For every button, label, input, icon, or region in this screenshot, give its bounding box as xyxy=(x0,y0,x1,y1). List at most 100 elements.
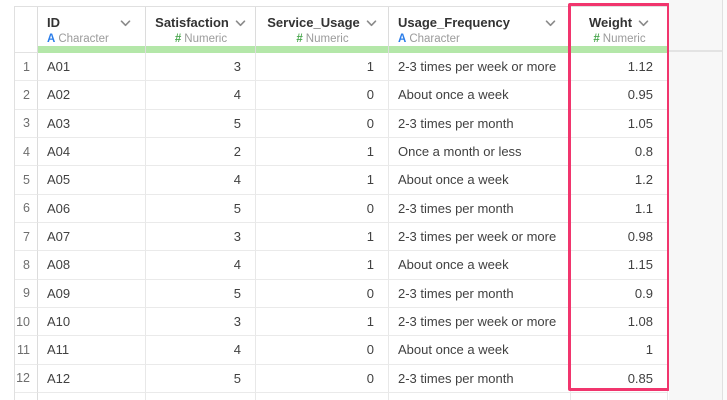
table-body: 1 A01 3 1 2-3 times per week or more 1.12 2 A02… xyxy=(15,53,668,400)
table-cell: 0 xyxy=(256,364,389,393)
column-header-satisfaction[interactable]: Satisfaction # Numeric xyxy=(146,7,256,53)
table-cell: A05 xyxy=(38,166,146,195)
chevron-down-icon[interactable] xyxy=(120,19,131,27)
table-cell: A03 xyxy=(38,109,146,138)
table-cell: 0.9 xyxy=(571,279,668,308)
right-edge-divider xyxy=(722,0,723,400)
table-cell: 1.15 xyxy=(571,251,668,280)
table-cell: 5 xyxy=(146,279,256,308)
table-cell: 1 xyxy=(571,336,668,365)
table-cell: 2 xyxy=(146,137,256,167)
row-number: 7 xyxy=(15,222,38,252)
header-underline-bar xyxy=(146,46,255,53)
row-number-header xyxy=(15,7,38,53)
table-cell: 3 xyxy=(146,307,256,337)
table-cell: 1.08 xyxy=(571,307,668,337)
numeric-type-icon: # xyxy=(296,33,303,45)
table-cell: 2-3 times per month xyxy=(389,364,571,393)
table-cell: 1.05 xyxy=(571,109,668,138)
table-cell: 1 xyxy=(256,251,389,280)
character-type-icon: A xyxy=(398,33,407,45)
table-cell: 0 xyxy=(256,81,389,110)
table-row: 1 A01 3 1 2-3 times per week or more 1.12 xyxy=(15,53,668,82)
table-cell xyxy=(571,392,668,400)
table-row: 8 A08 4 1 About once a week 1.15 xyxy=(15,251,668,280)
table-cell: 4 xyxy=(146,251,256,280)
header-divider-extension xyxy=(669,50,727,52)
table-cell: 2-3 times per month xyxy=(389,194,571,223)
column-name: Weight xyxy=(588,15,633,30)
table-cell: 0.95 xyxy=(571,81,668,110)
chevron-down-icon[interactable] xyxy=(545,19,556,27)
table-header-row: ID A Character Satisfaction # Numeric Service_… xyxy=(15,7,668,53)
table-cell: 0 xyxy=(256,194,389,223)
table-cell: A06 xyxy=(38,194,146,223)
table-cell: About once a week xyxy=(389,81,571,110)
table-cell: 2-3 times per month xyxy=(389,109,571,138)
column-header-service_usage[interactable]: Service_Usage # Numeric xyxy=(256,7,389,53)
table-row: 9 A09 5 0 2-3 times per month 0.9 xyxy=(15,279,668,308)
table-cell: 3 xyxy=(146,222,256,252)
column-type-label: Character xyxy=(58,33,109,45)
table-cell: About once a week xyxy=(389,251,571,280)
column-name: Satisfaction xyxy=(155,15,229,30)
column-type-label: Numeric xyxy=(305,33,349,45)
table-row: 6 A06 5 0 2-3 times per month 1.1 xyxy=(15,194,668,223)
row-number: 12 xyxy=(15,364,38,393)
table-cell: 4 xyxy=(146,81,256,110)
header-underline-bar xyxy=(256,46,388,53)
column-type-label: Numeric xyxy=(602,33,646,45)
row-number: 2 xyxy=(15,81,38,110)
numeric-type-icon: # xyxy=(593,33,600,45)
table-cell: A10 xyxy=(38,307,146,337)
row-number: 4 xyxy=(15,137,38,167)
table-cell: 4 xyxy=(146,166,256,195)
chevron-down-icon[interactable] xyxy=(366,19,377,27)
table-cell: 1.12 xyxy=(571,53,668,82)
table-cell: 0.85 xyxy=(571,364,668,393)
data-table: ID A Character Satisfaction # Numeric Service_… xyxy=(14,6,668,400)
column-header-id[interactable]: ID A Character xyxy=(38,7,146,53)
column-type-label: Character xyxy=(409,33,460,45)
table-cell: 2-3 times per month xyxy=(389,279,571,308)
table-row: 4 A04 2 1 Once a month or less 0.8 xyxy=(15,137,668,167)
table-cell: 2-3 times per week or more xyxy=(389,53,571,82)
table-cell: A12 xyxy=(38,364,146,393)
column-name: ID xyxy=(47,15,60,30)
table-cell: A08 xyxy=(38,251,146,280)
table-cell: A01 xyxy=(38,53,146,82)
chevron-down-icon[interactable] xyxy=(638,19,649,27)
row-number: 5 xyxy=(15,166,38,195)
table-cell: 0.98 xyxy=(571,222,668,252)
table-cell: 1.2 xyxy=(571,166,668,195)
table-cell: 0 xyxy=(256,279,389,308)
table-row-partial xyxy=(15,392,668,400)
table-cell: Once a month or less xyxy=(389,137,571,167)
header-underline-bar xyxy=(389,46,570,53)
column-header-usage_frequency[interactable]: Usage_Frequency A Character xyxy=(389,7,571,53)
table-cell: 0 xyxy=(256,336,389,365)
row-number: 10 xyxy=(15,307,38,337)
table-row: 11 A11 4 0 About once a week 1 xyxy=(15,336,668,365)
right-edge-strip xyxy=(723,0,727,400)
row-number: 8 xyxy=(15,251,38,280)
row-number: 9 xyxy=(15,279,38,308)
table-cell: 2-3 times per week or more xyxy=(389,222,571,252)
numeric-type-icon: # xyxy=(174,33,182,45)
table-cell: 5 xyxy=(146,364,256,393)
table-cell: 1 xyxy=(256,137,389,167)
table-cell: 0 xyxy=(256,109,389,138)
table-row: 3 A03 5 0 2-3 times per month 1.05 xyxy=(15,109,668,138)
chevron-down-icon[interactable] xyxy=(235,19,246,27)
character-type-icon: A xyxy=(47,33,56,45)
header-underline-bar xyxy=(571,46,667,53)
table-cell: A04 xyxy=(38,137,146,167)
row-number: 3 xyxy=(15,109,38,138)
column-header-weight[interactable]: Weight # Numeric xyxy=(571,7,668,53)
row-number xyxy=(15,392,38,400)
table-cell xyxy=(38,392,146,400)
table-cell: 1 xyxy=(256,53,389,82)
column-name: Service_Usage xyxy=(267,15,360,30)
table-cell xyxy=(256,392,389,400)
table-cell: 1 xyxy=(256,307,389,337)
